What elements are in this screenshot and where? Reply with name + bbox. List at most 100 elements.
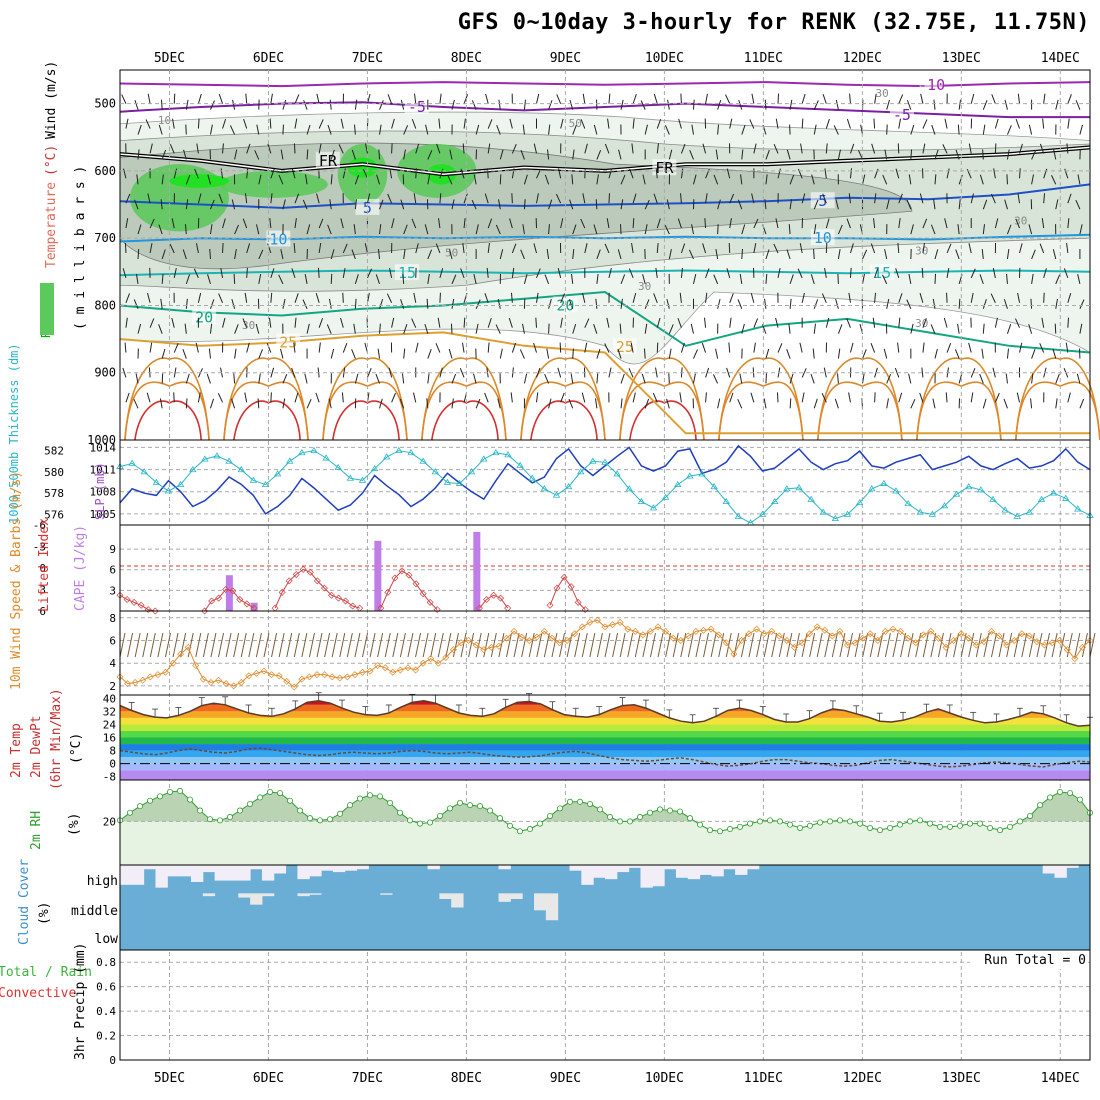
wind-barb <box>233 373 236 384</box>
lifted-index-line <box>204 588 255 612</box>
wind-barb <box>172 118 175 129</box>
wind-barb <box>338 144 344 154</box>
wind-barb <box>328 298 332 309</box>
cape-axis-label: CAPE (J/kg) <box>73 525 88 611</box>
wind-barb <box>958 99 962 110</box>
wind-barb <box>849 267 852 278</box>
wind-speed-marker <box>1048 639 1056 647</box>
wind-barb <box>1019 168 1021 179</box>
wind-barb <box>1006 224 1012 235</box>
wind-barb <box>705 292 708 303</box>
x-tick-bottom: 6DEC <box>253 1071 284 1086</box>
wind-speed-marker <box>995 632 1003 640</box>
wind-barb <box>173 168 178 179</box>
contour-label-bg <box>889 106 914 123</box>
wind-barb <box>267 143 272 154</box>
temp-band <box>120 757 1090 764</box>
wind-barb <box>607 118 610 129</box>
wind-barb <box>582 292 586 303</box>
wind-barb <box>451 199 455 210</box>
wind-barb <box>1006 125 1012 135</box>
wind-barb <box>159 398 163 409</box>
wind-barb <box>741 124 746 135</box>
wind-barb <box>970 193 974 204</box>
wind-barb <box>173 367 177 378</box>
wind-barb <box>1066 143 1069 154</box>
temp-unit-label: (°C) <box>69 733 84 764</box>
wind-barb <box>1028 323 1033 334</box>
thickness-marker <box>213 452 221 459</box>
wind-barb <box>365 143 368 154</box>
wind-barb <box>351 349 356 359</box>
wind-barb <box>874 93 877 104</box>
rh-70-area <box>218 170 328 198</box>
wind-barb <box>970 93 975 104</box>
wind-barb <box>471 100 477 110</box>
wind-barb <box>874 392 876 403</box>
wind-barb <box>982 124 986 135</box>
wind-barb <box>701 342 707 353</box>
cloud-middle-bar <box>238 893 251 898</box>
wind-barb <box>245 93 248 104</box>
wind-barb <box>282 374 288 384</box>
wind-barb <box>668 149 673 160</box>
thickness-marker <box>152 478 161 485</box>
wind-barb <box>898 118 902 129</box>
lifted-index-line <box>479 594 509 609</box>
wind-barb <box>1006 149 1010 160</box>
wind-barb <box>293 143 296 154</box>
wind-barb <box>270 268 275 279</box>
wind-barb-surface <box>862 632 869 658</box>
wind-barb <box>536 93 540 104</box>
wind-barb <box>1052 249 1057 260</box>
wind-speed-marker <box>510 627 518 635</box>
wind-barb-surface <box>528 632 535 658</box>
wind-speed-marker <box>207 679 215 687</box>
wind-barb <box>800 143 803 154</box>
wind-barb <box>910 323 914 334</box>
wind-barb <box>874 367 878 378</box>
wind-barb <box>160 298 163 309</box>
wind-barb <box>1031 273 1034 284</box>
wind-barb <box>149 218 155 229</box>
wind-speed-marker <box>449 646 457 654</box>
wind-barb <box>231 299 236 309</box>
wind-barb <box>511 168 515 179</box>
cloud-high-bar <box>1066 865 1079 868</box>
wind-barb <box>992 267 996 278</box>
wind-barb-surface <box>937 632 944 658</box>
wind-barb <box>451 99 455 110</box>
temp-band <box>120 711 1090 718</box>
wind-barb <box>520 249 525 260</box>
wind-barb <box>149 342 153 353</box>
x-tick-top: 11DEC <box>744 51 783 66</box>
wind-barb-surface <box>824 632 831 658</box>
wind-barb <box>560 118 564 129</box>
wind-barb <box>1017 93 1021 104</box>
wind-barb <box>185 174 191 185</box>
wind-barb-surface <box>687 632 694 658</box>
wind-barb <box>882 174 888 185</box>
thickness-marker <box>516 461 524 468</box>
wind-barb <box>620 99 624 110</box>
wind-barb <box>801 93 806 104</box>
wind-barb <box>825 317 830 328</box>
wind-barb <box>209 224 213 235</box>
wind-barb-surface <box>271 632 278 658</box>
wind-barb <box>451 274 457 285</box>
lifted-index-marker <box>222 586 230 593</box>
lifted-index-marker <box>271 604 279 612</box>
lifted-index-marker <box>504 604 512 612</box>
wind-barb <box>1006 324 1012 334</box>
wind-barb <box>644 398 650 409</box>
wind-barb <box>944 118 948 129</box>
wind-barb <box>123 168 127 179</box>
wind-barb-surface <box>475 632 482 658</box>
cloud-high-bar <box>735 865 748 875</box>
wind-barb <box>572 248 575 260</box>
thickness-marker <box>455 479 464 486</box>
wind-barb <box>789 298 792 309</box>
cloud-high-bar <box>167 865 180 877</box>
wind-barb <box>460 268 465 279</box>
wind-speed-marker <box>919 631 927 639</box>
